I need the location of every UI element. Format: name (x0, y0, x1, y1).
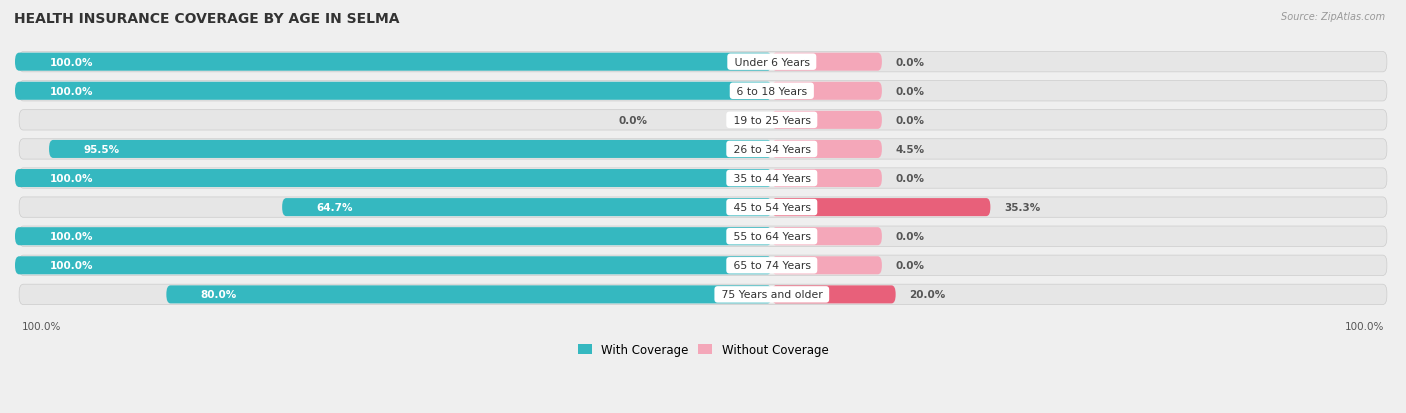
Text: 26 to 34 Years: 26 to 34 Years (730, 145, 814, 154)
Text: 0.0%: 0.0% (896, 87, 925, 97)
Text: 64.7%: 64.7% (316, 203, 353, 213)
FancyBboxPatch shape (772, 140, 882, 159)
Text: 80.0%: 80.0% (201, 290, 238, 300)
Text: 100.0%: 100.0% (49, 261, 93, 271)
FancyBboxPatch shape (772, 286, 896, 304)
Text: Source: ZipAtlas.com: Source: ZipAtlas.com (1281, 12, 1385, 22)
FancyBboxPatch shape (15, 83, 772, 100)
FancyBboxPatch shape (283, 199, 772, 216)
FancyBboxPatch shape (15, 256, 772, 275)
Text: 65 to 74 Years: 65 to 74 Years (730, 261, 814, 271)
Text: 0.0%: 0.0% (896, 57, 925, 67)
Text: 55 to 64 Years: 55 to 64 Years (730, 232, 814, 242)
Text: 75 Years and older: 75 Years and older (717, 290, 825, 300)
Text: 95.5%: 95.5% (83, 145, 120, 154)
Text: 45 to 54 Years: 45 to 54 Years (730, 203, 814, 213)
Text: 0.0%: 0.0% (896, 116, 925, 126)
FancyBboxPatch shape (772, 199, 990, 216)
FancyBboxPatch shape (20, 81, 1386, 102)
Text: 100.0%: 100.0% (22, 322, 62, 332)
Text: 0.0%: 0.0% (619, 116, 648, 126)
FancyBboxPatch shape (15, 170, 772, 188)
Text: Under 6 Years: Under 6 Years (731, 57, 813, 67)
Text: 100.0%: 100.0% (49, 173, 93, 184)
FancyBboxPatch shape (772, 256, 882, 275)
FancyBboxPatch shape (20, 169, 1386, 189)
Text: 4.5%: 4.5% (896, 145, 925, 154)
FancyBboxPatch shape (49, 140, 772, 159)
Text: 20.0%: 20.0% (910, 290, 946, 300)
Text: 100.0%: 100.0% (1344, 322, 1384, 332)
Text: 35.3%: 35.3% (1004, 203, 1040, 213)
FancyBboxPatch shape (20, 197, 1386, 218)
Legend: With Coverage, Without Coverage: With Coverage, Without Coverage (572, 338, 834, 361)
FancyBboxPatch shape (20, 52, 1386, 73)
Text: 0.0%: 0.0% (896, 173, 925, 184)
Text: 0.0%: 0.0% (896, 232, 925, 242)
FancyBboxPatch shape (772, 170, 882, 188)
Text: 6 to 18 Years: 6 to 18 Years (733, 87, 811, 97)
Text: 0.0%: 0.0% (896, 261, 925, 271)
FancyBboxPatch shape (772, 54, 882, 71)
Text: HEALTH INSURANCE COVERAGE BY AGE IN SELMA: HEALTH INSURANCE COVERAGE BY AGE IN SELM… (14, 12, 399, 26)
FancyBboxPatch shape (20, 140, 1386, 160)
FancyBboxPatch shape (20, 226, 1386, 247)
FancyBboxPatch shape (15, 228, 772, 246)
Text: 35 to 44 Years: 35 to 44 Years (730, 173, 814, 184)
FancyBboxPatch shape (20, 285, 1386, 305)
FancyBboxPatch shape (772, 112, 882, 130)
Text: 19 to 25 Years: 19 to 25 Years (730, 116, 814, 126)
FancyBboxPatch shape (15, 54, 772, 71)
FancyBboxPatch shape (20, 110, 1386, 131)
FancyBboxPatch shape (772, 228, 882, 246)
Text: 100.0%: 100.0% (49, 87, 93, 97)
FancyBboxPatch shape (20, 256, 1386, 276)
Text: 100.0%: 100.0% (49, 57, 93, 67)
FancyBboxPatch shape (166, 286, 772, 304)
Text: 100.0%: 100.0% (49, 232, 93, 242)
FancyBboxPatch shape (772, 83, 882, 100)
